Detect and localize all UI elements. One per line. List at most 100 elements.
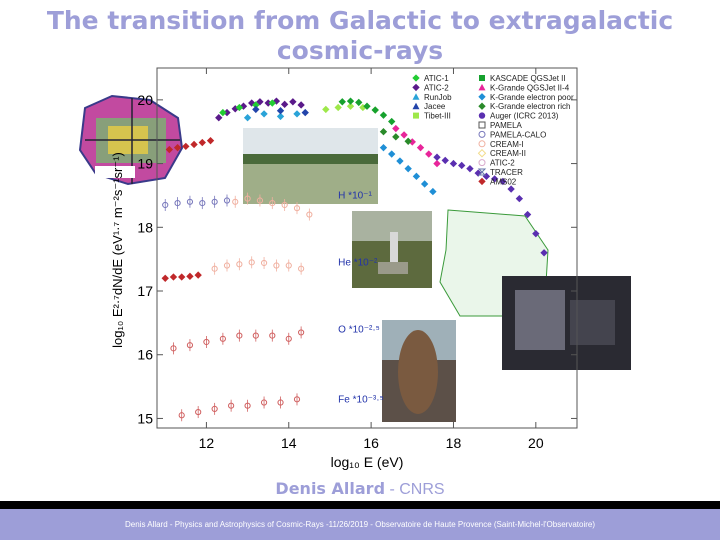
data-point xyxy=(276,112,285,121)
lhc-detector-photo xyxy=(502,276,631,370)
data-point xyxy=(425,150,433,158)
data-point xyxy=(466,164,474,173)
series-15 xyxy=(170,326,305,355)
data-point xyxy=(441,156,449,165)
y-axis-label: log₁₀ E²·⁷dN/dE (eV¹·⁷ m⁻²s⁻¹sr⁻¹) xyxy=(110,152,125,348)
data-point xyxy=(211,405,218,412)
data-point xyxy=(404,137,412,145)
data-marks xyxy=(161,97,548,422)
data-point xyxy=(260,110,268,118)
legend-label: PAMELA-CALO xyxy=(490,130,546,139)
series-13 xyxy=(161,271,202,282)
data-point xyxy=(244,195,251,202)
series-12 xyxy=(232,192,313,221)
data-point xyxy=(243,114,252,122)
series-6 xyxy=(338,97,396,126)
legend-marker xyxy=(413,112,419,119)
data-point xyxy=(507,185,515,193)
data-point xyxy=(458,161,466,170)
y-tick-label-1: 16 xyxy=(137,347,153,363)
data-point xyxy=(162,201,169,209)
legend-marker xyxy=(477,148,487,158)
legend-label: AMS02 xyxy=(490,177,517,186)
data-point xyxy=(236,332,243,339)
data-point xyxy=(289,98,297,106)
data-point xyxy=(490,175,499,183)
legend-marker xyxy=(478,140,486,148)
annotation-1: He *10⁻² xyxy=(338,258,378,269)
data-point xyxy=(322,105,330,114)
forest-detector-photo xyxy=(352,211,432,288)
data-point xyxy=(280,100,289,108)
annotation-0: H *10⁻¹ xyxy=(338,191,372,202)
legend-marker xyxy=(478,121,486,129)
data-point xyxy=(260,399,268,406)
data-point xyxy=(170,345,177,352)
data-point xyxy=(392,133,400,141)
data-point xyxy=(186,272,194,281)
legend-label: K-Grande electron poor xyxy=(490,93,574,102)
legend-marker xyxy=(478,102,486,110)
data-point xyxy=(379,143,388,152)
legend-label: CREAM-II xyxy=(490,149,526,158)
legend-entry-right-11: AMS02 xyxy=(478,177,517,186)
legend-label: ATIC-2 xyxy=(424,83,449,92)
series-14 xyxy=(211,256,305,275)
legend-marker xyxy=(478,83,486,91)
legend-entry-left-2: RunJob xyxy=(412,93,452,102)
data-point xyxy=(161,274,169,282)
legend-label: RunJob xyxy=(424,93,452,102)
annotations: H *10⁻¹ He *10⁻² O *10⁻²·⁵ Fe *10⁻³·⁵ xyxy=(338,191,384,406)
data-point xyxy=(388,150,396,158)
legend-label: K-Grande QGSJet II-4 xyxy=(490,83,570,92)
legend-label: Auger (ICRC 2013) xyxy=(490,112,559,121)
legend-label: TRACER xyxy=(490,168,523,177)
data-point xyxy=(276,107,285,115)
data-point xyxy=(194,271,202,279)
annotation-3: Fe *10⁻³·⁵ xyxy=(338,395,384,406)
legend-label: CREAM-I xyxy=(490,140,524,149)
data-point xyxy=(236,261,243,268)
legend-label: KASCADE QGSJet II xyxy=(490,74,566,83)
data-point xyxy=(285,335,292,342)
data-point xyxy=(252,105,260,114)
data-point xyxy=(301,108,309,117)
data-point xyxy=(338,98,346,106)
data-point xyxy=(198,138,206,147)
data-point xyxy=(306,211,313,218)
detector-illustration xyxy=(78,94,184,186)
data-point xyxy=(190,140,198,149)
plot-frame xyxy=(156,67,578,429)
y-tick-label-0: 15 xyxy=(137,410,153,426)
data-point xyxy=(169,273,178,281)
data-point xyxy=(268,99,276,107)
data-point xyxy=(429,187,437,196)
data-point xyxy=(219,335,226,342)
data-point xyxy=(515,194,524,203)
data-point xyxy=(195,408,202,416)
x-tick-label-2: 16 xyxy=(363,435,379,451)
legend-entry-left-0: ATIC-1 xyxy=(412,74,449,83)
data-point xyxy=(396,157,404,165)
data-point xyxy=(211,265,218,272)
author-name: Denis Allard xyxy=(275,479,386,498)
data-point xyxy=(277,399,284,406)
data-point xyxy=(363,102,371,110)
data-point xyxy=(346,102,355,110)
data-point xyxy=(298,329,305,336)
data-point xyxy=(252,332,259,339)
statue-photo xyxy=(382,320,456,422)
author-separator: - xyxy=(385,481,400,498)
data-point xyxy=(223,262,231,269)
kascade-array-photo xyxy=(243,128,378,204)
legend-label: Jacee xyxy=(424,102,446,111)
legend-marker xyxy=(412,93,420,100)
data-point xyxy=(223,197,231,204)
x-axis-label: log₁₀ E (eV) xyxy=(331,454,404,470)
data-point xyxy=(293,396,301,403)
y-tick-label-2: 17 xyxy=(137,283,153,299)
y-tick-label-4: 19 xyxy=(137,156,153,172)
data-point xyxy=(540,249,548,257)
data-point xyxy=(219,108,227,117)
y-tick-label-3: 18 xyxy=(137,219,153,235)
